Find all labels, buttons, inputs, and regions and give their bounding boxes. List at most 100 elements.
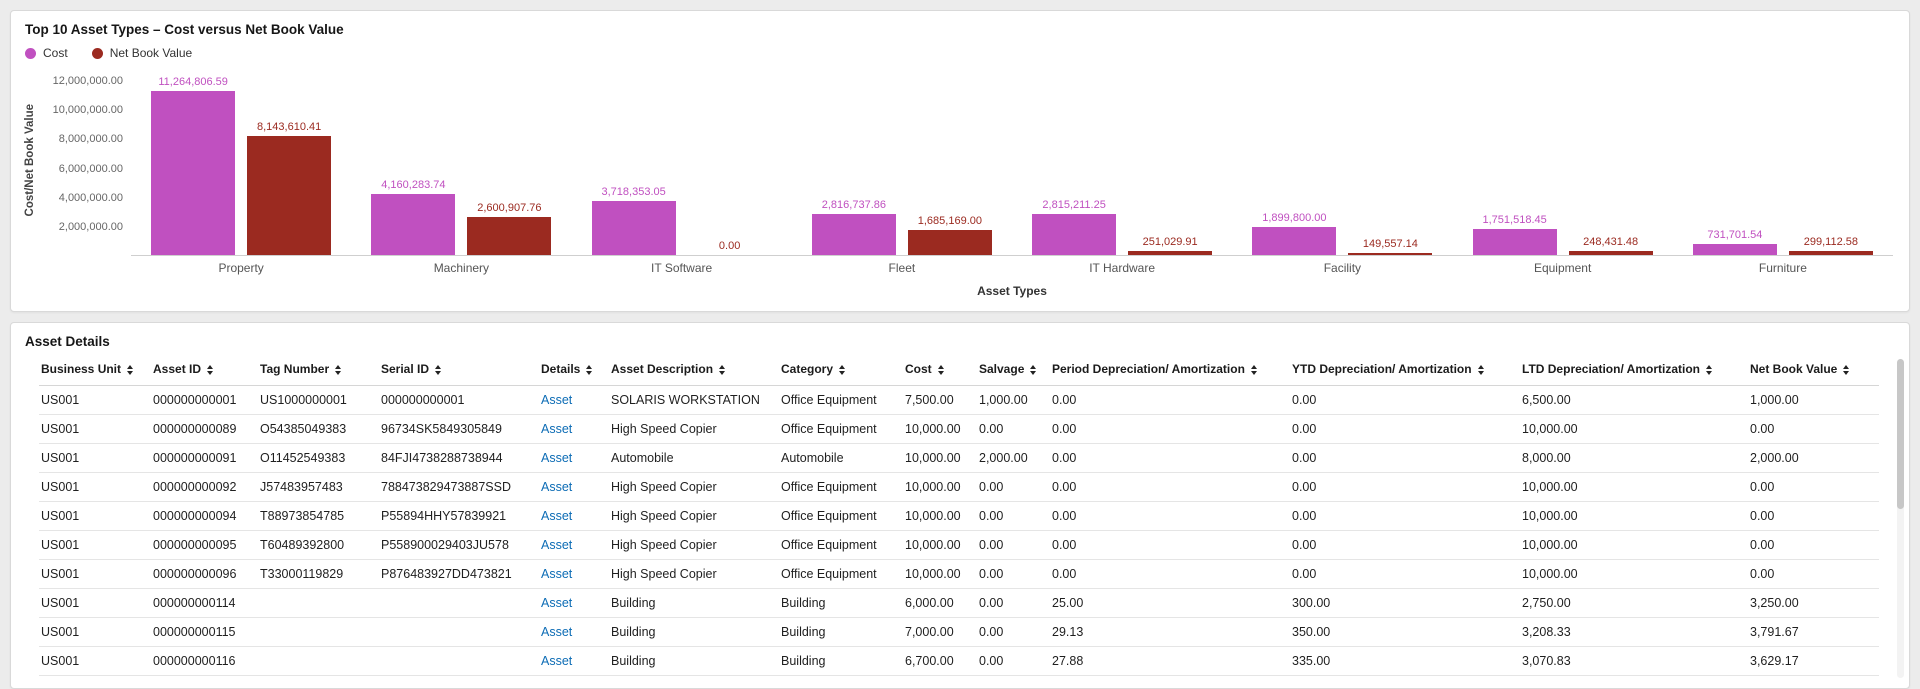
table-cell: US001 [39,646,153,676]
net-book-value-bar[interactable]: 8,143,610.41 [247,121,332,255]
net-book-value-bar[interactable]: 1,685,169.00 [907,215,992,255]
column-header-business-unit[interactable]: Business Unit [39,353,153,386]
legend-item: Net Book Value [91,46,192,60]
table-cell: Asset [541,443,611,473]
sort-icon[interactable] [1477,364,1484,375]
dashboard: Top 10 Asset Types – Cost versus Net Boo… [10,10,1910,689]
cost-bar[interactable]: 1,751,518.45 [1472,214,1557,255]
table-cell: J57483957483 [260,472,381,502]
table-cell: 0.00 [1292,501,1522,531]
table-panel-title: Asset Details [25,334,110,349]
sort-icon[interactable] [839,364,846,375]
asset-details-link[interactable]: Asset [541,567,573,581]
cost-bar[interactable]: 11,264,806.59 [151,76,236,255]
column-header-label: Net Book Value [1750,362,1838,376]
column-header-label: Cost [905,362,932,376]
table-cell: Building [781,588,905,618]
sort-icon[interactable] [1030,364,1037,375]
net-book-value-bar[interactable]: 251,029.91 [1128,236,1213,255]
sort-icon[interactable] [127,364,134,375]
sort-icon[interactable] [1843,364,1850,375]
cost-bar[interactable]: 731,701.54 [1692,229,1777,255]
sort-icon[interactable] [435,364,442,375]
net-book-value-bar[interactable]: 2,600,907.76 [467,202,552,255]
cost-bar[interactable]: 2,815,211.25 [1032,199,1117,255]
scrollbar-thumb[interactable] [1897,359,1904,509]
bar-value-label: 731,701.54 [1707,229,1763,242]
cost-bar[interactable]: 4,160,283.74 [371,179,456,255]
table-cell: 0.00 [1750,530,1879,560]
bar-chart: Cost/Net Book Value 12,000,000.00 10,000,… [11,62,1909,256]
column-header-label: Asset ID [153,362,202,376]
column-header-asset-id[interactable]: Asset ID [153,353,260,386]
sort-icon[interactable] [207,364,214,375]
x-axis-category-label: Equipment [1533,261,1592,275]
table-cell: 10,000.00 [905,472,979,502]
table-cell: 0.00 [1292,414,1522,444]
table-cell: 10,000.00 [1522,414,1750,444]
table-cell: Asset [541,530,611,560]
table-cell: 0.00 [1052,530,1292,560]
asset-details-link[interactable]: Asset [541,393,573,407]
column-header-label: Business Unit [41,362,122,376]
asset-details-table-wrap: Business Unit Asset ID Tag Number Serial ID… [11,349,1909,676]
table-cell: Building [781,646,905,676]
y-axis-tick-label: 6,000,000.00 [58,162,123,175]
column-header-label: Salvage [979,362,1025,376]
column-header-cost[interactable]: Cost [905,353,979,386]
asset-details-link[interactable]: Asset [541,538,573,552]
y-axis-title: Cost/Net Book Value [21,64,39,256]
table-cell [381,617,541,647]
bar-value-label: 1,899,800.00 [1262,212,1327,225]
sort-icon[interactable] [937,364,944,375]
net-book-value-bar[interactable]: 248,431.48 [1568,236,1653,255]
table-cell: T60489392800 [260,530,381,560]
table-cell: Automobile [611,443,781,473]
table-cell: 7,000.00 [905,617,979,647]
column-header-label: LTD Depreciation/ Amortization [1522,362,1701,376]
column-header-ytd-depreciation-amortization[interactable]: YTD Depreciation/ Amortization [1292,353,1522,386]
column-header-serial-id[interactable]: Serial ID [381,353,541,386]
asset-details-link[interactable]: Asset [541,596,573,610]
net-book-value-bar[interactable]: 149,557.14 [1348,238,1433,255]
table-cell: 000000000089 [153,414,260,444]
column-header-net-book-value[interactable]: Net Book Value [1750,353,1879,386]
bar-value-label: 2,815,211.25 [1042,198,1106,211]
sort-icon[interactable] [1706,364,1713,375]
column-header-ltd-depreciation-amortization[interactable]: LTD Depreciation/ Amortization [1522,353,1750,386]
net-book-value-bar[interactable]: 299,112.58 [1788,236,1873,255]
column-header-category[interactable]: Category [781,353,905,386]
table-cell: 000000000096 [153,559,260,589]
table-row: US001 000000000089 O54385049383 96734SK5849… [39,414,1879,444]
asset-details-link[interactable]: Asset [541,422,573,436]
column-header-tag-number[interactable]: Tag Number [260,353,381,386]
sort-icon[interactable] [586,364,593,375]
sort-up-arrow-icon [1706,364,1713,369]
asset-details-link[interactable]: Asset [541,451,573,465]
column-header-asset-description[interactable]: Asset Description [611,353,781,386]
asset-details-link[interactable]: Asset [541,509,573,523]
table-cell: 29.13 [1052,617,1292,647]
table-cell: US001 [39,501,153,531]
scrollbar-track[interactable] [1897,359,1904,678]
cost-bar[interactable]: 3,718,353.05 [591,186,676,255]
asset-details-link[interactable]: Asset [541,654,573,668]
sort-icon[interactable] [1250,364,1257,375]
table-cell: 0.00 [979,414,1052,444]
table-cell: 10,000.00 [905,501,979,531]
column-header-details[interactable]: Details [541,353,611,386]
column-header-period-depreciation-amortization[interactable]: Period Depreciation/ Amortization [1052,353,1292,386]
table-cell: 10,000.00 [1522,501,1750,531]
cost-bar[interactable]: 2,816,737.86 [811,199,896,255]
table-cell: US001 [39,472,153,502]
table-cell: 0.00 [1750,414,1879,444]
asset-details-link[interactable]: Asset [541,625,573,639]
column-header-salvage[interactable]: Salvage [979,353,1052,386]
table-cell: Office Equipment [781,385,905,415]
table-cell: High Speed Copier [611,414,781,444]
sort-icon[interactable] [719,364,726,375]
cost-bar[interactable]: 1,899,800.00 [1252,212,1337,255]
sort-icon[interactable] [335,364,342,375]
asset-details-link[interactable]: Asset [541,480,573,494]
sort-down-arrow-icon [435,370,442,375]
